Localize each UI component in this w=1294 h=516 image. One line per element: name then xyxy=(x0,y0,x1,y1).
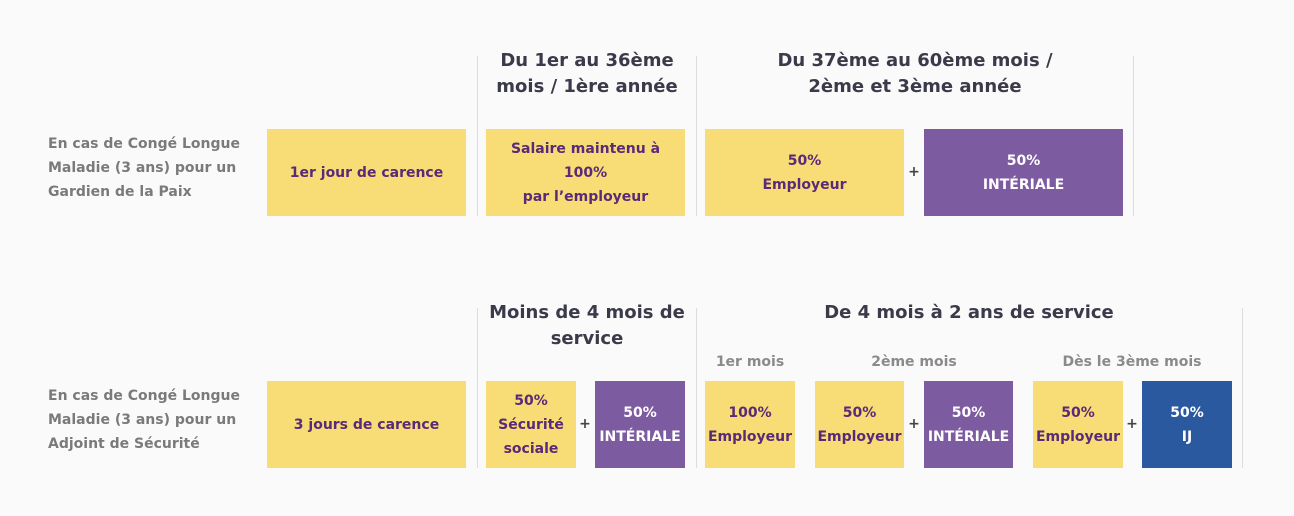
box-employeur: 50% Employeur xyxy=(815,381,904,468)
plus-sign: + xyxy=(908,416,920,432)
divider xyxy=(477,56,478,216)
box-interiale: 50% INTÉRIALE xyxy=(924,381,1013,468)
header-1er-au-36eme: Du 1er au 36ème mois / 1ère année xyxy=(496,50,678,97)
box-employeur-100: 100% Employeur xyxy=(705,381,795,468)
header-37eme-au-60eme: Du 37ème au 60ème mois / 2ème et 3ème an… xyxy=(777,50,1053,97)
plus-sign: + xyxy=(908,164,920,180)
box-interiale: 50% INTÉRIALE xyxy=(924,129,1123,216)
box-employeur: 50% Employeur xyxy=(1033,381,1123,468)
header-4-mois-2-ans: De 4 mois à 2 ans de service xyxy=(824,302,1114,323)
box-ij: 50% IJ xyxy=(1142,381,1232,468)
divider xyxy=(696,56,697,216)
divider xyxy=(477,308,478,468)
row-label-adjoint: En cas de Congé Longue Maladie (3 ans) p… xyxy=(48,388,240,452)
divider xyxy=(1242,308,1243,468)
subheader-1er-mois: 1er mois xyxy=(715,354,785,370)
plus-sign: + xyxy=(579,416,591,432)
header-moins-4-mois: Moins de 4 mois de service xyxy=(489,302,685,349)
box-securite-sociale: 50% Sécurité sociale xyxy=(486,381,576,468)
subheader-3eme-mois: Dès le 3ème mois xyxy=(1062,354,1202,370)
subheader-2eme-mois: 2ème mois xyxy=(871,354,957,370)
plus-sign: + xyxy=(1126,416,1138,432)
divider xyxy=(696,308,697,468)
box-carence: 1er jour de carence xyxy=(267,129,466,216)
box-salaire-maintenu: Salaire maintenu à 100% par l’employeur xyxy=(486,129,685,216)
divider xyxy=(1133,56,1134,216)
box-interiale: 50% INTÉRIALE xyxy=(595,381,685,468)
row-label-gardien: En cas de Congé Longue Maladie (3 ans) p… xyxy=(48,136,240,200)
box-carence: 3 jours de carence xyxy=(267,381,466,468)
box-employeur: 50% Employeur xyxy=(705,129,904,216)
